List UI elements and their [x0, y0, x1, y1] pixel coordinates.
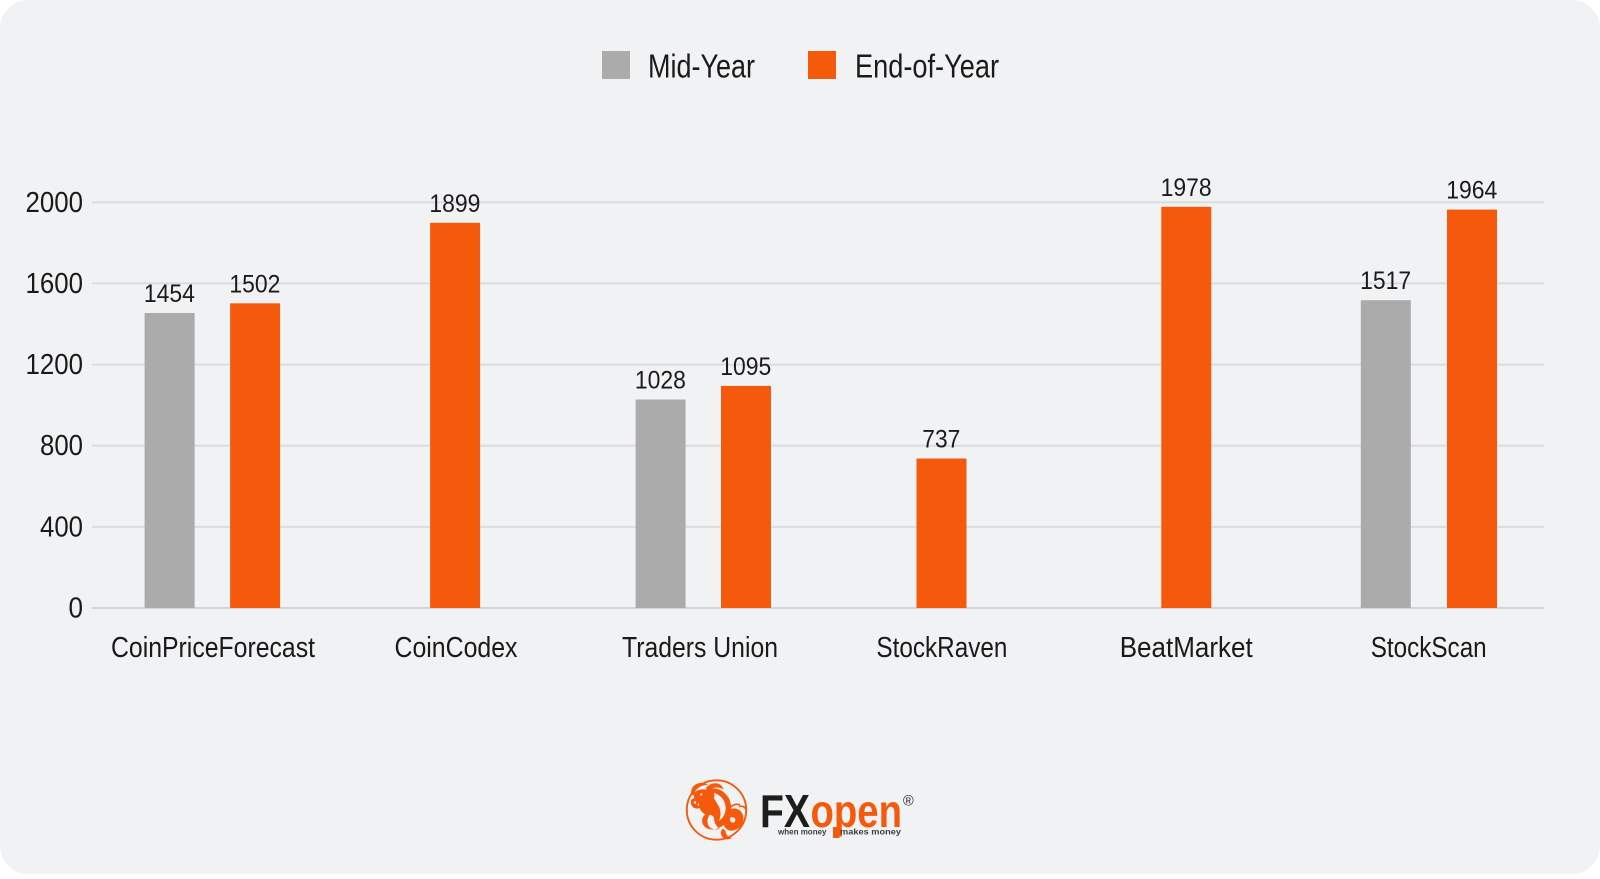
- svg-text:Traders Union: Traders Union: [622, 632, 778, 664]
- svg-text:2000: 2000: [26, 187, 84, 219]
- svg-text:1454: 1454: [144, 280, 195, 308]
- svg-text:FX: FX: [760, 785, 810, 837]
- svg-text:StockRaven: StockRaven: [876, 632, 1007, 664]
- svg-text:1964: 1964: [1446, 177, 1497, 205]
- svg-text:®: ®: [903, 794, 914, 810]
- svg-text:CoinPriceForecast: CoinPriceForecast: [111, 632, 315, 664]
- svg-text:1978: 1978: [1161, 174, 1212, 202]
- svg-text:Mid-Year: Mid-Year: [648, 48, 755, 85]
- svg-text:737: 737: [922, 426, 960, 454]
- svg-text:0: 0: [69, 593, 84, 625]
- svg-text:800: 800: [40, 430, 83, 462]
- svg-text:1200: 1200: [26, 349, 84, 381]
- svg-text:1600: 1600: [26, 268, 84, 300]
- svg-text:BeatMarket: BeatMarket: [1120, 632, 1253, 664]
- svg-text:End-of-Year: End-of-Year: [855, 48, 999, 85]
- svg-text:1517: 1517: [1360, 267, 1411, 295]
- svg-text:open: open: [811, 785, 903, 837]
- svg-text:400: 400: [40, 511, 83, 543]
- svg-text:1028: 1028: [635, 367, 686, 395]
- svg-text:makes money: makes money: [840, 828, 902, 837]
- svg-text:when money: when money: [777, 828, 827, 837]
- svg-text:1502: 1502: [229, 270, 280, 298]
- svg-text:CoinCodex: CoinCodex: [395, 632, 518, 664]
- svg-text:1095: 1095: [720, 353, 771, 381]
- svg-text:StockScan: StockScan: [1371, 632, 1487, 664]
- svg-text:1899: 1899: [429, 190, 480, 218]
